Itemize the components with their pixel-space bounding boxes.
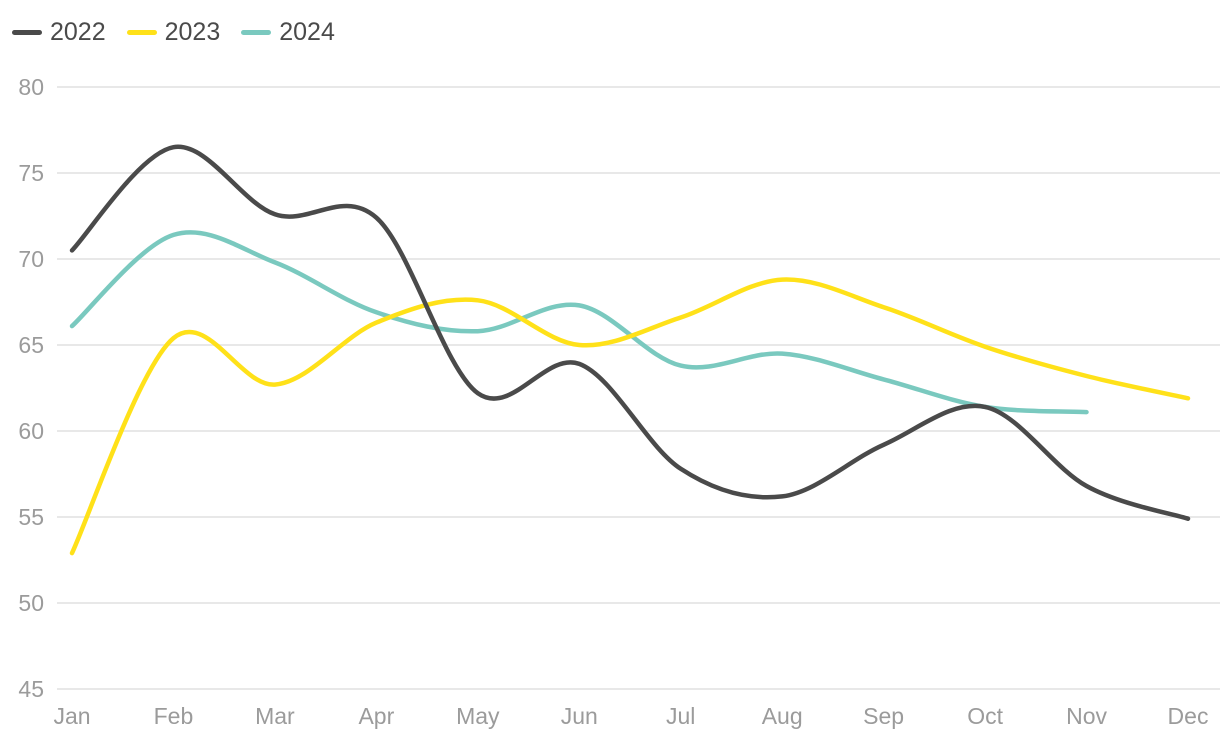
y-axis-tick-label: 60 <box>18 418 44 444</box>
x-axis-tick-label: Jan <box>53 703 90 729</box>
y-axis-tick-label: 55 <box>18 504 44 530</box>
y-axis-tick-label: 70 <box>18 246 44 272</box>
x-axis-tick-label: Aug <box>762 703 803 729</box>
x-axis-tick-label: Dec <box>1168 703 1209 729</box>
legend-swatch-2023 <box>126 29 157 35</box>
y-axis-tick-label: 45 <box>18 676 44 702</box>
x-axis-tick-label: Mar <box>255 703 295 729</box>
series-line-2022 <box>69 144 1191 521</box>
legend-swatch-2022 <box>12 29 42 35</box>
x-axis-tick-label: Jun <box>561 703 598 729</box>
x-axis-tick-label: Jul <box>666 703 695 729</box>
y-axis-tick-label: 75 <box>18 160 44 186</box>
y-axis-tick-label: 80 <box>18 74 44 100</box>
y-axis-tick-label: 65 <box>18 332 44 358</box>
legend-label: 2023 <box>164 18 221 46</box>
x-axis-tick-label: May <box>456 703 500 729</box>
x-axis-tick-label: Feb <box>154 703 194 729</box>
legend-swatch-2024 <box>241 29 272 35</box>
legend-label: 2024 <box>279 18 335 46</box>
legend-item-2024[interactable]: 2024 <box>241 17 335 47</box>
y-axis-tick-label: 50 <box>18 590 44 616</box>
legend-label: 2022 <box>50 18 106 46</box>
legend-item-2022[interactable]: 2022 <box>12 17 106 47</box>
x-axis-tick-label: Oct <box>967 703 1003 729</box>
x-axis-tick-label: Sep <box>863 703 904 729</box>
x-axis-tick-label: Nov <box>1066 703 1107 729</box>
chart-legend: 2022 2023 2024 <box>12 17 356 47</box>
x-axis-tick-label: Apr <box>358 703 394 729</box>
series-line-2023 <box>69 277 1191 556</box>
series-line-2024 <box>69 230 1089 415</box>
legend-item-2023[interactable]: 2023 <box>126 17 221 47</box>
